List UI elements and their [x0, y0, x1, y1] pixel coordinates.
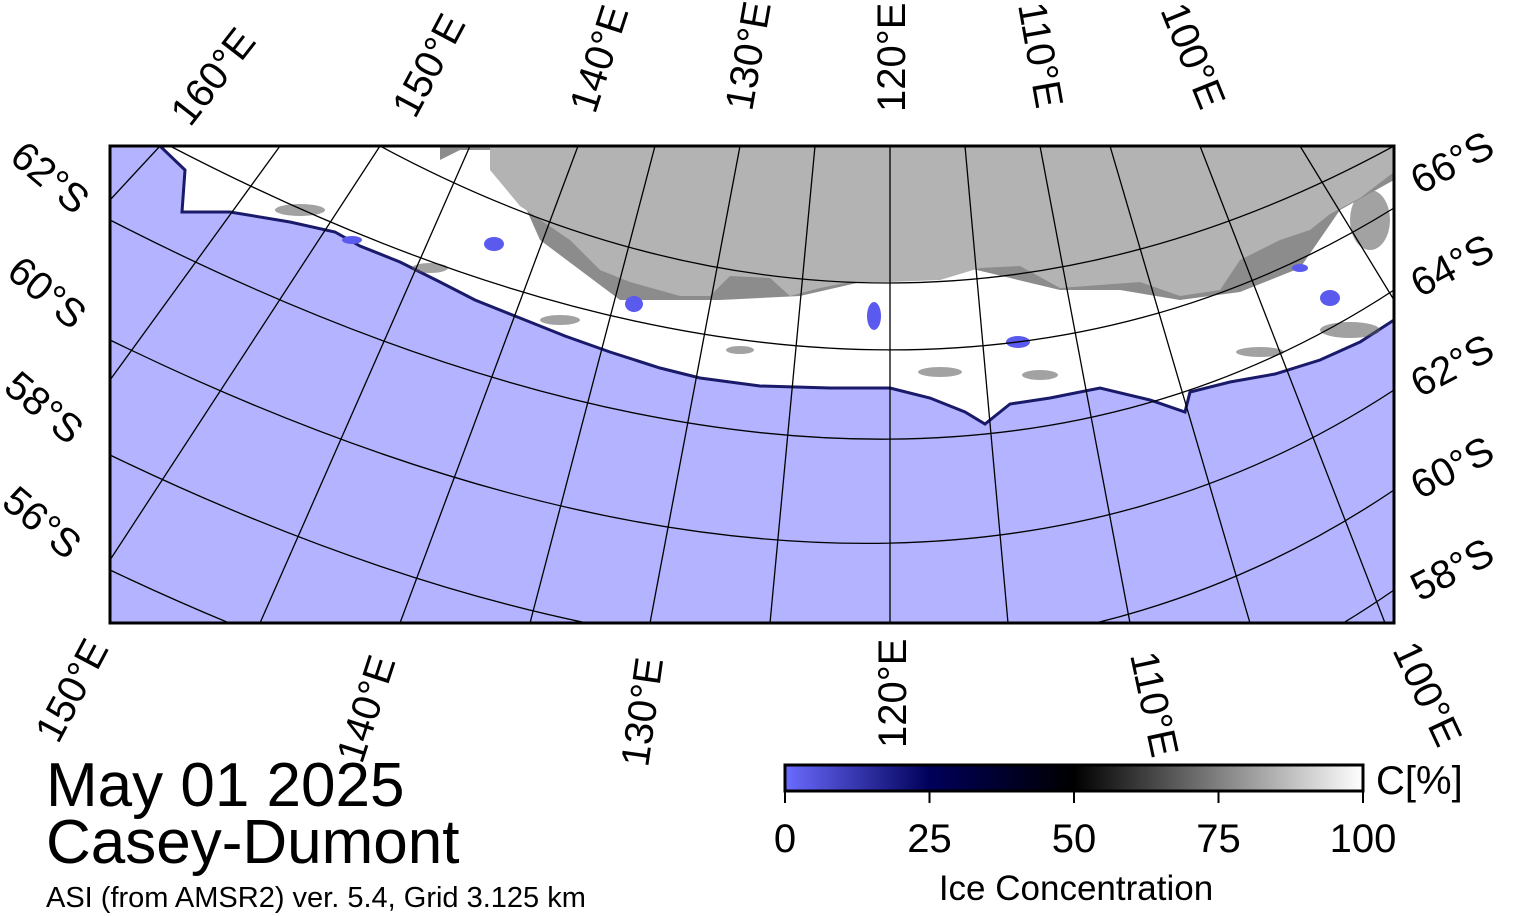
top-lon-label: 150°E	[384, 7, 474, 124]
bottom-lon-label: 100°E	[1384, 635, 1470, 753]
left-lat-label: 56°S	[0, 478, 89, 568]
right-lat-label: 64°S	[1404, 226, 1502, 306]
left-lat-label: 62°S	[2, 133, 97, 223]
colorbar-tick-label: 25	[907, 817, 952, 861]
bottom-lon-label: 150°E	[27, 632, 117, 749]
right-lat-label: 60°S	[1404, 428, 1502, 508]
top-lon-label: 160°E	[162, 20, 264, 133]
colorbar-tick-label: 0	[774, 817, 796, 861]
bottom-lon-label: 130°E	[613, 655, 672, 769]
top-longitude-labels: 160°E 150°E 140°E 130°E 120°E 110°E 100°…	[162, 0, 1233, 134]
colorbar-title: Ice Concentration	[939, 869, 1213, 908]
top-lon-label: 130°E	[718, 0, 780, 114]
top-lon-label: 120°E	[870, 3, 914, 112]
bottom-lon-label: 110°E	[1121, 648, 1186, 761]
colorbar-tick-labels: 0 25 50 75 100	[774, 817, 1397, 861]
right-latitude-labels: 66°S 64°S 62°S 60°S 58°S	[1404, 123, 1502, 610]
top-lon-label: 140°E	[562, 0, 638, 118]
right-lat-label: 58°S	[1404, 530, 1502, 610]
colorbar-tick-label: 75	[1196, 817, 1241, 861]
colorbar: 0 25 50 75 100 C[%] Ice Concentration	[774, 759, 1463, 908]
land-mass	[460, 146, 1394, 296]
product-caption: ASI (from AMSR2) ver. 5.4, Grid 3.125 km	[46, 882, 586, 914]
left-lat-label: 58°S	[0, 363, 91, 453]
right-lat-label: 62°S	[1404, 326, 1502, 406]
bottom-lon-label: 120°E	[871, 639, 915, 748]
right-lat-label: 66°S	[1404, 123, 1502, 203]
region-title: Casey-Dumont	[46, 808, 459, 877]
date-title: May 01 2025	[46, 751, 404, 820]
top-lon-label: 110°E	[1009, 0, 1071, 111]
bottom-longitude-labels: 150°E 140°E 130°E 120°E 110°E 100°E	[27, 632, 1470, 769]
map-frame	[108, 144, 1396, 625]
colorbar-ticks	[784, 791, 1364, 803]
colorbar-tick-label: 50	[1052, 817, 1097, 861]
left-lat-label: 60°S	[0, 248, 94, 338]
graticule	[110, 146, 1394, 623]
colorbar-gradient	[783, 763, 1365, 793]
left-latitude-labels: 62°S 60°S 58°S 56°S	[0, 133, 97, 568]
map-canvas	[110, 146, 1394, 623]
colorbar-tick-label: 100	[1330, 817, 1397, 861]
top-lon-label: 100°E	[1152, 0, 1234, 115]
colorbar-unit: C[%]	[1376, 759, 1463, 803]
